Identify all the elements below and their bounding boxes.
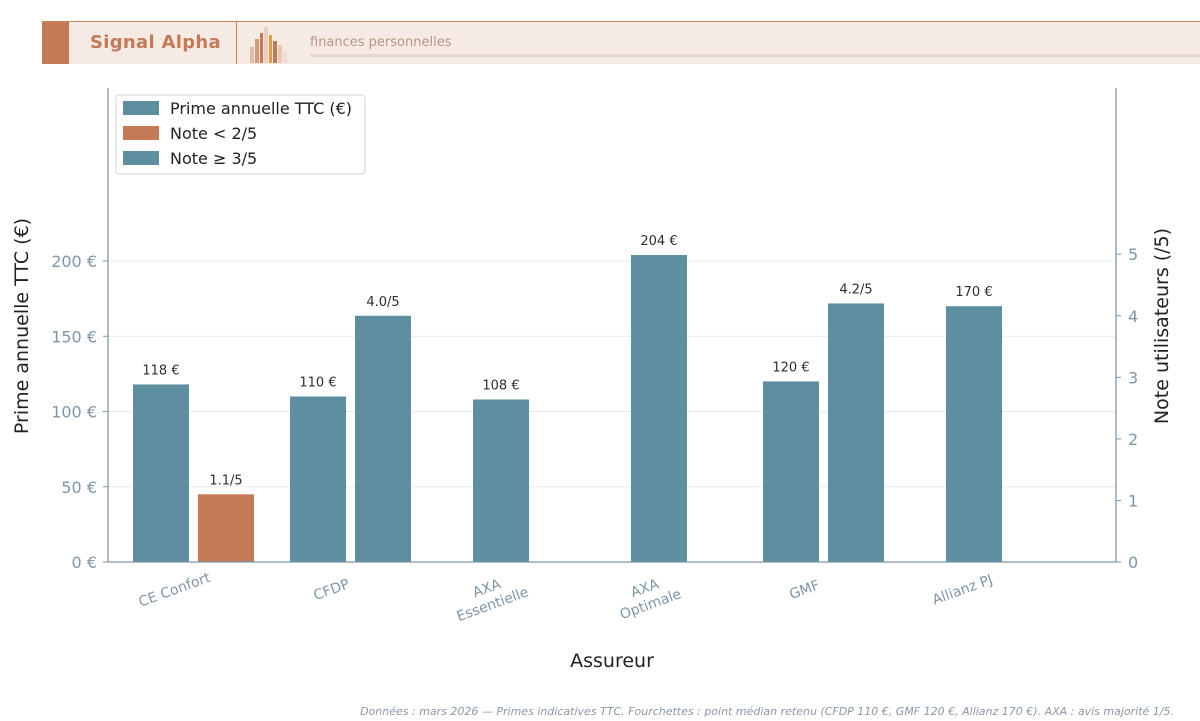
right-tick-label: 4 <box>1128 307 1138 326</box>
category-label: CFDP <box>311 576 351 604</box>
legend-swatch <box>123 126 159 140</box>
tagline-rule <box>310 54 1200 57</box>
left-tick-label: 0 € <box>72 553 97 572</box>
premium-value-label: 108 € <box>482 378 519 393</box>
rating-value-label: 4.2/5 <box>839 282 872 297</box>
legend-swatch <box>123 101 159 115</box>
category-label-line: GMF <box>787 577 822 603</box>
left-axis-title: Prime annuelle TTC (€) <box>11 218 33 434</box>
category-label: AXAEssentielle <box>449 568 531 625</box>
category-label-line: CE Confort <box>137 570 213 611</box>
premium-bar <box>290 396 346 562</box>
premium-value-label: 118 € <box>142 363 179 378</box>
left-tick-label: 50 € <box>61 478 97 497</box>
category-label: GMF <box>787 577 822 603</box>
premium-bar <box>946 306 1002 562</box>
premium-value-label: 120 € <box>772 360 809 375</box>
brand-accent-block <box>42 22 69 64</box>
premium-value-label: 204 € <box>640 234 677 249</box>
tagline: finances personnelles <box>310 35 452 50</box>
premium-bar <box>631 255 687 562</box>
right-axis-title: Note utilisateurs (/5) <box>1151 228 1173 424</box>
category-label-line: CFDP <box>311 576 351 604</box>
rating-value-label: 1.1/5 <box>209 473 242 488</box>
category-label-line: Allianz PJ <box>930 572 995 609</box>
bar-chart-logo-icon <box>250 27 287 63</box>
right-tick-label: 5 <box>1128 245 1138 264</box>
rating-value-label: 4.0/5 <box>366 295 399 310</box>
category-label: Allianz PJ <box>930 572 995 609</box>
legend-label: Prime annuelle TTC (€) <box>170 99 352 118</box>
brand-header: Signal Alpha finances personnelles <box>42 21 1200 64</box>
premium-bar <box>473 399 529 562</box>
rating-bar <box>355 315 411 562</box>
footer-note: Données : mars 2026 — Primes indicatives… <box>360 705 1174 718</box>
rating-bar <box>828 303 884 562</box>
right-tick-label: 0 <box>1128 553 1138 572</box>
legend-swatch <box>123 151 159 165</box>
premium-bar <box>133 384 189 562</box>
premium-value-label: 110 € <box>299 375 336 390</box>
header-divider <box>236 22 237 64</box>
brand-name: Signal Alpha <box>90 32 221 53</box>
premium-bar <box>763 381 819 562</box>
category-label: CE Confort <box>137 570 213 611</box>
left-tick-label: 150 € <box>51 327 97 346</box>
legend-label: Note ≥ 3/5 <box>170 149 257 168</box>
category-label: AXAOptimale <box>612 570 683 623</box>
legend-label: Note < 2/5 <box>170 124 257 143</box>
right-tick-label: 2 <box>1128 430 1138 449</box>
premium-value-label: 170 € <box>955 285 992 300</box>
left-tick-label: 200 € <box>51 252 97 271</box>
right-tick-label: 3 <box>1128 368 1138 387</box>
right-tick-label: 1 <box>1128 491 1138 510</box>
x-axis-title: Assureur <box>570 650 654 672</box>
left-tick-label: 100 € <box>51 403 97 422</box>
rating-bar <box>198 494 254 562</box>
premium-rating-bar-chart: 118 € 1.1/5 CE Confort 110 € 4.0/5 CFDP 108 € A… <box>11 88 1173 672</box>
legend-box <box>115 94 366 175</box>
